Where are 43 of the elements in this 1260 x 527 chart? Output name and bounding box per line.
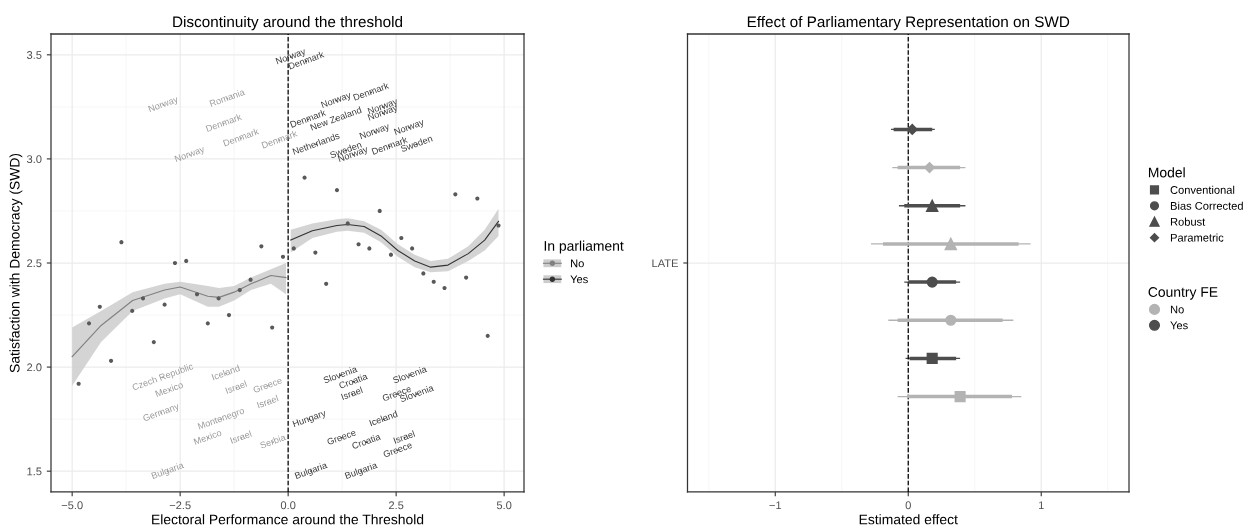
data-label: Israel bbox=[393, 430, 416, 444]
x-tick-label: 0 bbox=[905, 501, 911, 510]
chart-title: Effect of Parliamentary Representation on SWD bbox=[747, 15, 1070, 31]
x-tick-label: −5.0 bbox=[61, 501, 83, 510]
text: Yes bbox=[1170, 321, 1188, 330]
data-label: Norway bbox=[148, 95, 180, 114]
data-label: Norway bbox=[393, 118, 426, 137]
x-tick-label: 2.5 bbox=[388, 501, 404, 510]
y-tick-label: 2.0 bbox=[27, 363, 42, 372]
y-axis-title: Satisfaction with Democracy (SWD) bbox=[9, 153, 23, 373]
y-tick-label: 3.5 bbox=[26, 51, 42, 59]
y-tick-label: 2.5 bbox=[27, 259, 42, 268]
data-label: Mexico bbox=[193, 429, 222, 445]
x-tick-label: 0.0 bbox=[280, 501, 296, 510]
chart-title: Discontinuity around the threshold bbox=[173, 15, 403, 31]
text: LATE bbox=[652, 259, 678, 268]
data-label: Greece bbox=[252, 377, 283, 394]
y-tick-label: 3.0 bbox=[26, 155, 42, 164]
x-tick-label: 5.0 bbox=[496, 501, 512, 510]
x-axis-title: Electoral Performance around the Threshold bbox=[152, 514, 424, 525]
text: Model bbox=[1148, 167, 1185, 178]
legend-label: Bias Corrected bbox=[1170, 201, 1243, 210]
legend-label: Parametric bbox=[1170, 233, 1224, 242]
x-tick-label: 1 bbox=[1038, 501, 1044, 510]
text: Country FE bbox=[1148, 287, 1218, 300]
data-label: Israel bbox=[229, 430, 252, 444]
data-label: Israel bbox=[225, 380, 248, 394]
legend-label: Robust bbox=[1170, 217, 1206, 226]
y-tick-label: 1.5 bbox=[27, 467, 42, 476]
data-label: Norway bbox=[359, 122, 391, 141]
data-label: Israel bbox=[256, 394, 279, 409]
legend-label: No bbox=[571, 259, 584, 268]
legend-title: In parliament bbox=[544, 240, 624, 254]
legend-label: Conventional bbox=[1170, 185, 1235, 194]
text: No bbox=[1170, 305, 1184, 314]
x-tick-label: −2.5 bbox=[169, 501, 191, 510]
data-label: Norway bbox=[174, 145, 206, 164]
x-axis-title: Estimated effect bbox=[859, 514, 958, 525]
x-tick-label: −1 bbox=[769, 501, 782, 510]
legend-label: Yes bbox=[570, 275, 588, 284]
data-label: Norway bbox=[320, 91, 353, 110]
data-label: Israel bbox=[340, 386, 363, 401]
data-label: Serbia bbox=[259, 433, 287, 449]
